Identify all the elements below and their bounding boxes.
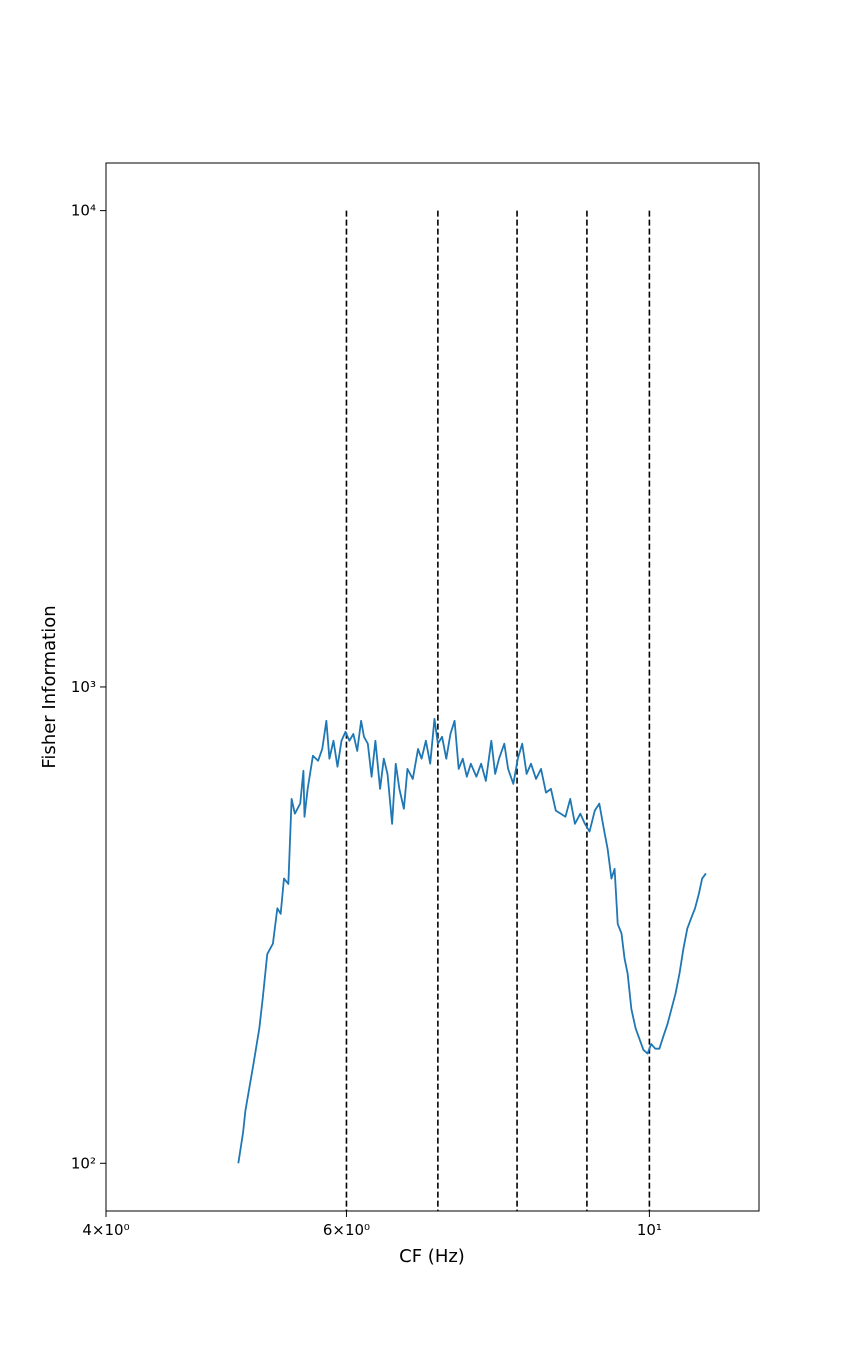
y-tick-label: 10³: [71, 678, 96, 696]
data-line: [237, 717, 707, 1164]
x-tick-label: 10¹: [637, 1221, 662, 1239]
x-axis-label: CF (Hz): [399, 1246, 465, 1267]
y-tick-label: 10²: [71, 1154, 96, 1172]
x-tick-label: 4×10⁰: [82, 1221, 129, 1239]
x-tick-label: 6×10⁰: [323, 1221, 370, 1239]
y-tick-label: 10⁴: [71, 202, 96, 220]
y-axis-label: Fisher Information: [39, 605, 60, 768]
plot-frame: [105, 162, 760, 1212]
